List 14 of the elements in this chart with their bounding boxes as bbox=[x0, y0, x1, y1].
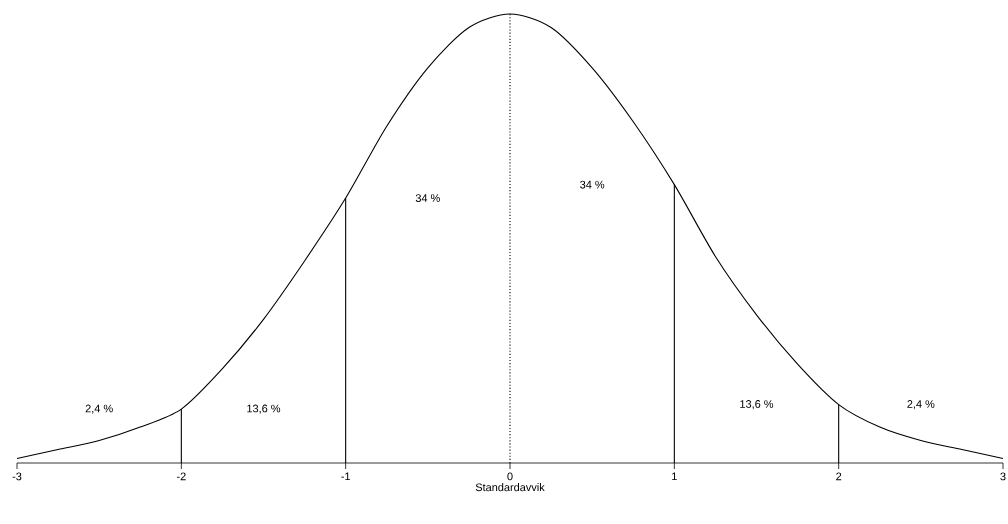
x-tick-label: 1 bbox=[672, 472, 677, 481]
x-tick-label: -2 bbox=[176, 472, 186, 481]
annotation: 13,6 % bbox=[247, 404, 281, 414]
x-tick-label: -1 bbox=[341, 472, 351, 481]
x-axis-title: Standardavvik bbox=[475, 483, 545, 492]
x-tick-label: 0 bbox=[507, 472, 513, 481]
annotation: 2,4 % bbox=[85, 404, 113, 414]
x-tick-label: -3 bbox=[12, 472, 22, 481]
x-tick-label: 2 bbox=[836, 472, 842, 481]
annotation: 13,6 % bbox=[740, 400, 774, 410]
annotation: 2,4 % bbox=[907, 400, 935, 410]
annotation: 34 % bbox=[415, 194, 440, 202]
annotation: 34 % bbox=[580, 180, 605, 189]
x-tick-label: 3 bbox=[1000, 472, 1006, 481]
